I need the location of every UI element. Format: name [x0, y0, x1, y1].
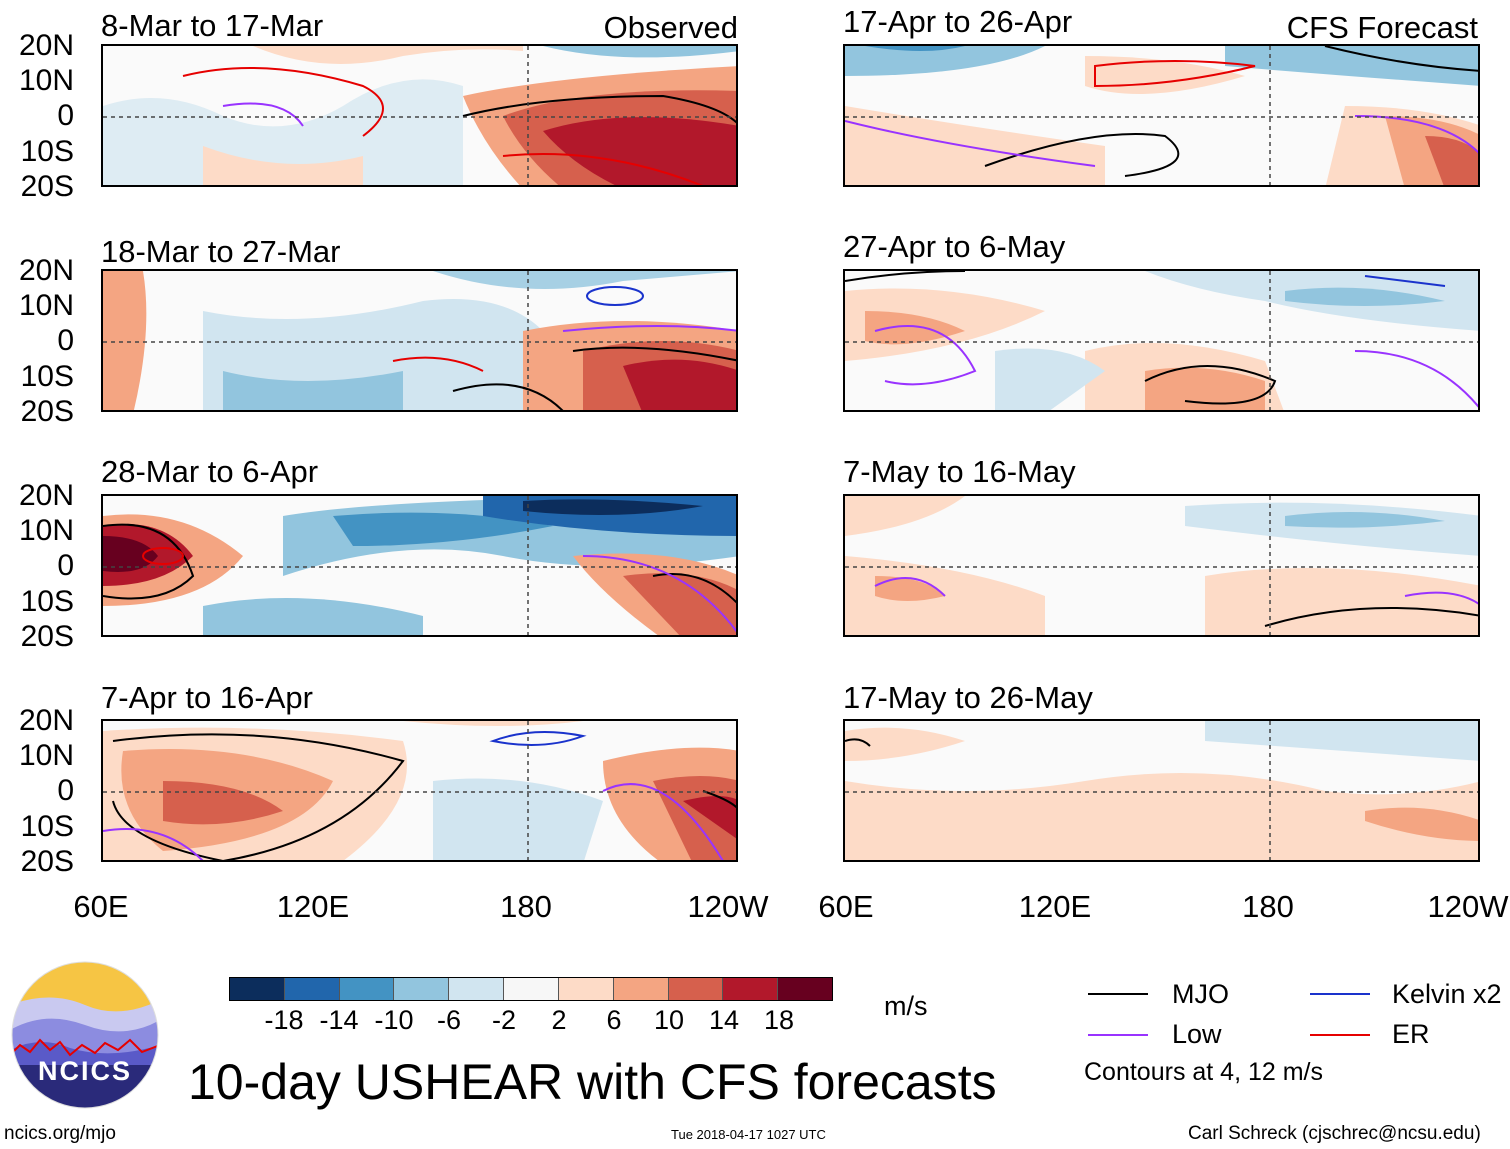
colorbar-swatch — [778, 978, 832, 1000]
lat-label: 10N — [18, 64, 74, 97]
website-link[interactable]: ncics.org/mjo — [4, 1123, 116, 1144]
colorbar-swatch — [449, 978, 505, 1000]
lat-label: 20N — [18, 479, 74, 512]
lat-label: 0 — [57, 549, 74, 582]
colorbar-tick: -14 — [319, 1005, 359, 1035]
timestamp: Tue 2018-04-17 1027 UTC — [671, 1127, 826, 1142]
kelvin-legend-line — [1310, 993, 1370, 995]
shading-layer — [845, 46, 1478, 185]
map-panel-fcst-2 — [843, 269, 1480, 412]
lat-label: 10S — [20, 585, 74, 618]
colorbar-swatch — [394, 978, 450, 1000]
lon-label: 60E — [818, 889, 874, 924]
panel-title-3: 28-Mar to 6-Apr — [101, 454, 319, 489]
lat-label: 20N — [18, 254, 74, 287]
panel-title-6: 27-Apr to 6-May — [843, 229, 1066, 264]
panel-title-2: 18-Mar to 27-Mar — [101, 234, 341, 269]
colorbar — [229, 977, 833, 1001]
lat-label: 0 — [57, 324, 74, 357]
low-legend-line — [1088, 1034, 1148, 1036]
kelvin-legend-label: Kelvin x2 — [1392, 979, 1502, 1009]
map-panel-obs-3 — [101, 494, 738, 637]
contours-note: Contours at 4, 12 m/s — [1084, 1058, 1324, 1086]
lat-label: 20N — [18, 704, 74, 737]
colorbar-swatch — [339, 978, 395, 1000]
colorbar-swatch — [613, 978, 669, 1000]
lat-label: 10N — [18, 289, 74, 322]
panel-title-8: 17-May to 26-May — [843, 680, 1093, 715]
shading-layer — [845, 496, 1478, 635]
colorbar-tick: -10 — [374, 1005, 414, 1035]
colorbar-units: m/s — [884, 991, 928, 1021]
lat-label: 10S — [20, 135, 74, 168]
lon-label: 120E — [1018, 889, 1092, 924]
author-credit: Carl Schreck (cjschrec@ncsu.edu) — [1188, 1123, 1481, 1144]
colorbar-swatch — [284, 978, 340, 1000]
panel-title-4: 7-Apr to 16-Apr — [101, 680, 313, 715]
colorbar-tick: 14 — [708, 1005, 740, 1035]
logo-text: NCICS — [37, 1056, 132, 1086]
map-panel-obs-2 — [101, 269, 738, 412]
lat-label: 0 — [57, 774, 74, 807]
ncics-logo: NCICS — [10, 960, 160, 1110]
map-panel-obs-4 — [101, 719, 738, 862]
shading-layer — [103, 46, 736, 185]
colorbar-tick: -18 — [264, 1005, 304, 1035]
shading-layer — [845, 721, 1478, 860]
lat-label: 20S — [20, 620, 74, 653]
lon-label: 120E — [276, 889, 350, 924]
colorbar-swatch — [723, 978, 779, 1000]
shading-layer — [103, 496, 736, 635]
lat-label: 0 — [57, 99, 74, 132]
colorbar-tick: -2 — [491, 1005, 517, 1035]
low-legend-label: Low — [1172, 1019, 1222, 1049]
lat-label: 20S — [20, 170, 74, 203]
map-panel-fcst-4 — [843, 719, 1480, 862]
colorbar-tick: 18 — [763, 1005, 795, 1035]
map-panel-obs-1 — [101, 44, 738, 187]
lon-label: 60E — [73, 889, 129, 924]
lon-label: 120W — [687, 889, 769, 924]
map-panel-fcst-1 — [843, 44, 1480, 187]
lon-label: 180 — [1242, 889, 1294, 924]
panel-title-5: 17-Apr to 26-Apr — [843, 4, 1073, 39]
mjo-legend-line — [1088, 993, 1148, 995]
observed-label: Observed — [603, 10, 738, 45]
lat-label: 20S — [20, 845, 74, 878]
cfs-forecast-label: CFS Forecast — [1286, 10, 1478, 45]
panel-title-1: 8-Mar to 17-Mar — [101, 8, 324, 43]
colorbar-swatch — [668, 978, 724, 1000]
lat-label: 10S — [20, 810, 74, 843]
shading-layer — [845, 271, 1478, 410]
colorbar-tick: 6 — [606, 1005, 622, 1035]
panel-title-7: 7-May to 16-May — [843, 454, 1076, 489]
colorbar-tick: -6 — [436, 1005, 462, 1035]
lat-label: 20N — [18, 29, 74, 62]
colorbar-swatch — [230, 978, 285, 1000]
colorbar-tick: 2 — [551, 1005, 567, 1035]
figure-title: 10-day USHEAR with CFS forecasts — [188, 1054, 997, 1110]
lat-label: 10N — [18, 739, 74, 772]
lon-label: 120W — [1427, 889, 1509, 924]
mjo-legend-label: MJO — [1172, 979, 1229, 1009]
ncics-logo-icon — [11, 961, 159, 1109]
shading-layer — [103, 721, 736, 860]
shading-layer — [103, 271, 736, 410]
colorbar-swatch — [504, 978, 559, 1000]
lon-label: 180 — [500, 889, 552, 924]
colorbar-tick: 10 — [653, 1005, 685, 1035]
map-panel-fcst-3 — [843, 494, 1480, 637]
er-legend-label: ER — [1392, 1019, 1430, 1049]
er-legend-line — [1310, 1034, 1370, 1036]
colorbar-swatch — [558, 978, 614, 1000]
lat-label: 10S — [20, 360, 74, 393]
lat-label: 20S — [20, 395, 74, 428]
lat-label: 10N — [18, 514, 74, 547]
